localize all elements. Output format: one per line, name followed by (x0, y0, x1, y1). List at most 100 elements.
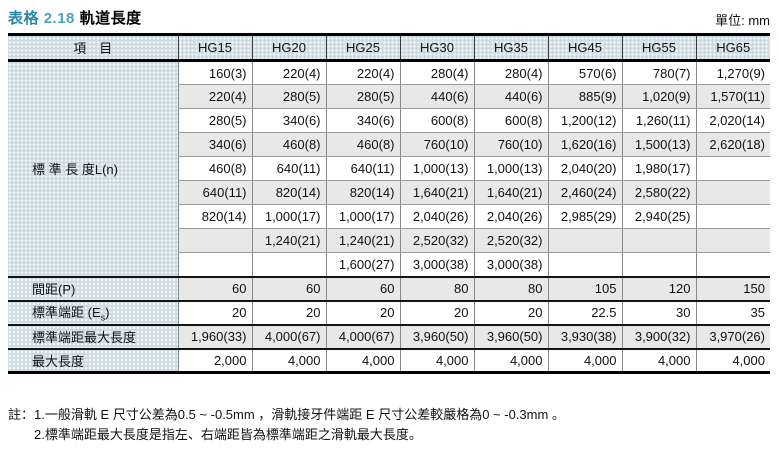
table-cell: 20 (399, 299, 474, 325)
table-cell: 600(8) (473, 108, 548, 133)
table-cell: 280(5) (251, 84, 326, 109)
table-cell: 3,900(32) (621, 323, 696, 349)
table-cell: 3,960(50) (399, 323, 474, 349)
footnote-line-1: 1.一般滑軌 E 尺寸公差為0.5 ~ -0.5mm ，滑軌接牙件端距 E 尺寸… (34, 407, 565, 422)
table-cell: 4,000 (547, 347, 622, 373)
table-cell: 780(7) (621, 60, 696, 85)
row-label: 間距(P) (8, 275, 178, 301)
table-row: 1,240(21) 1,240(21) 2,520(32) 2,520(32) (8, 228, 770, 253)
table-cell (695, 180, 770, 205)
table-cell: 1,500(13) (621, 132, 696, 157)
table-cell: 340(6) (325, 108, 400, 133)
table-cell: 20 (473, 299, 548, 325)
table-cell: 2,460(24) (547, 180, 622, 205)
row-label: 標準端距 (Es) (8, 299, 178, 325)
column-header: HG35 (473, 34, 548, 62)
column-header: HG45 (547, 34, 622, 62)
footnote-line-2: 2.標準端距最大長度是指左、右端距皆為標準端距之滑軌最大長度。 (34, 427, 422, 442)
row-label-text: ) (105, 305, 110, 321)
table-body: 標 準 長 度L(n) 160(3) 220(4) 220(4) 280(4) 280(4… (8, 60, 770, 373)
table-cell: 22.5 (547, 299, 622, 325)
table-cell: 885(9) (547, 84, 622, 109)
table-cell: 1,570(11) (695, 84, 770, 109)
table-number: 2.18 (43, 10, 75, 27)
rail-length-table: 項 目 HG15 HG20 HG25 HG30 HG35 HG45 HG55 HG65 標 準… (8, 33, 770, 374)
table-cell (621, 228, 696, 253)
table-row: 460(8) 640(11) 640(11) 1,000(13) 1,000(13) 2,… (8, 156, 770, 181)
table-cell: 220(4) (325, 60, 400, 85)
table-cell: 820(14) (251, 180, 326, 205)
footnote-prefix: 註： (8, 407, 35, 422)
table-cell: 2,985(29) (547, 204, 622, 229)
table-cell: 60 (177, 275, 252, 301)
table-cell (547, 228, 622, 253)
table-cell: 160(3) (177, 60, 252, 85)
table-cell: 30 (621, 299, 696, 325)
table-cell: 1,980(17) (621, 156, 696, 181)
table-cell: 1,020(9) (621, 84, 696, 109)
table-cell: 4,000 (473, 347, 548, 373)
standard-length-label: 標 準 長 度L(n) (8, 60, 178, 277)
table-cell: 640(11) (177, 180, 252, 205)
table-cell (695, 156, 770, 181)
table-row: 標準端距 (Es) 20 20 20 20 20 22.5 30 35 (8, 299, 770, 325)
table-cell: 3,000(38) (399, 252, 474, 277)
table-row: 最大長度 2,000 4,000 4,000 4,000 4,000 4,000 4,000 4… (8, 347, 770, 373)
row-label-text: 標準端距 (E (32, 305, 101, 321)
table-cell: 80 (399, 275, 474, 301)
table-row: 1,600(27) 3,000(38) 3,000(38) (8, 252, 770, 277)
table-cell: 3,960(50) (473, 323, 548, 349)
table-cell: 20 (325, 299, 400, 325)
table-cell: 1,270(9) (695, 60, 770, 85)
column-header: HG65 (695, 34, 770, 62)
table-cell: 460(8) (251, 132, 326, 157)
table-cell: 570(6) (547, 60, 622, 85)
table-cell: 1,640(21) (399, 180, 474, 205)
row-label: 最大長度 (8, 347, 178, 373)
table-cell: 4,000 (695, 347, 770, 373)
table-cell: 1,000(13) (399, 156, 474, 181)
table-cell: 2,040(20) (547, 156, 622, 181)
table-cell: 640(11) (325, 156, 400, 181)
table-cell: 2,000 (177, 347, 252, 373)
table-cell: 2,040(26) (473, 204, 548, 229)
column-header: HG30 (399, 34, 474, 62)
table-row: 640(11) 820(14) 820(14) 1,640(21) 1,640(21) 2… (8, 180, 770, 205)
table-cell: 4,000 (325, 347, 400, 373)
table-cell: 280(4) (399, 60, 474, 85)
column-header: HG20 (251, 34, 326, 62)
table-cell: 1,240(21) (251, 228, 326, 253)
table-cell (547, 252, 622, 277)
table-cell: 120 (621, 275, 696, 301)
table-cell: 460(8) (177, 156, 252, 181)
table-cell: 1,200(12) (547, 108, 622, 133)
table-cell: 3,970(26) (695, 323, 770, 349)
row-label-subscript: s (100, 312, 106, 323)
table-cell: 2,040(26) (399, 204, 474, 229)
table-cell: 1,260(11) (621, 108, 696, 133)
table-cell: 2,520(32) (399, 228, 474, 253)
table-cell (695, 252, 770, 277)
table-cell: 4,000(67) (251, 323, 326, 349)
table-header-row: 項 目 HG15 HG20 HG25 HG30 HG35 HG45 HG55 HG65 (8, 34, 770, 62)
table-row: 間距(P) 60 60 60 80 80 105 120 150 (8, 275, 770, 301)
footnotes: 註： 1.一般滑軌 E 尺寸公差為0.5 ~ -0.5mm ，滑軌接牙件端距 E… (8, 405, 565, 445)
table-row: 280(5) 340(6) 340(6) 600(8) 600(8) 1,200(12) 1… (8, 108, 770, 133)
table-cell: 280(4) (473, 60, 548, 85)
table-row: 標準端距最大長度 1,960(33) 4,000(67) 4,000(67) 3,960… (8, 323, 770, 349)
table-cell: 340(6) (251, 108, 326, 133)
item-header: 項 目 (8, 34, 178, 62)
table-title-text: 軌道長度 (79, 10, 142, 27)
table-cell: 1,640(21) (473, 180, 548, 205)
table-cell: 2,940(25) (621, 204, 696, 229)
table-cell (177, 252, 252, 277)
table-cell: 1,000(17) (251, 204, 326, 229)
table-cell: 820(14) (177, 204, 252, 229)
table-cell: 35 (695, 299, 770, 325)
table-cell: 760(10) (473, 132, 548, 157)
unit-label: 單位: mm (715, 13, 770, 28)
table-cell: 60 (325, 275, 400, 301)
table-cell: 640(11) (251, 156, 326, 181)
table-row: 220(4) 280(5) 280(5) 440(6) 440(6) 885(9) 1,02… (8, 84, 770, 109)
